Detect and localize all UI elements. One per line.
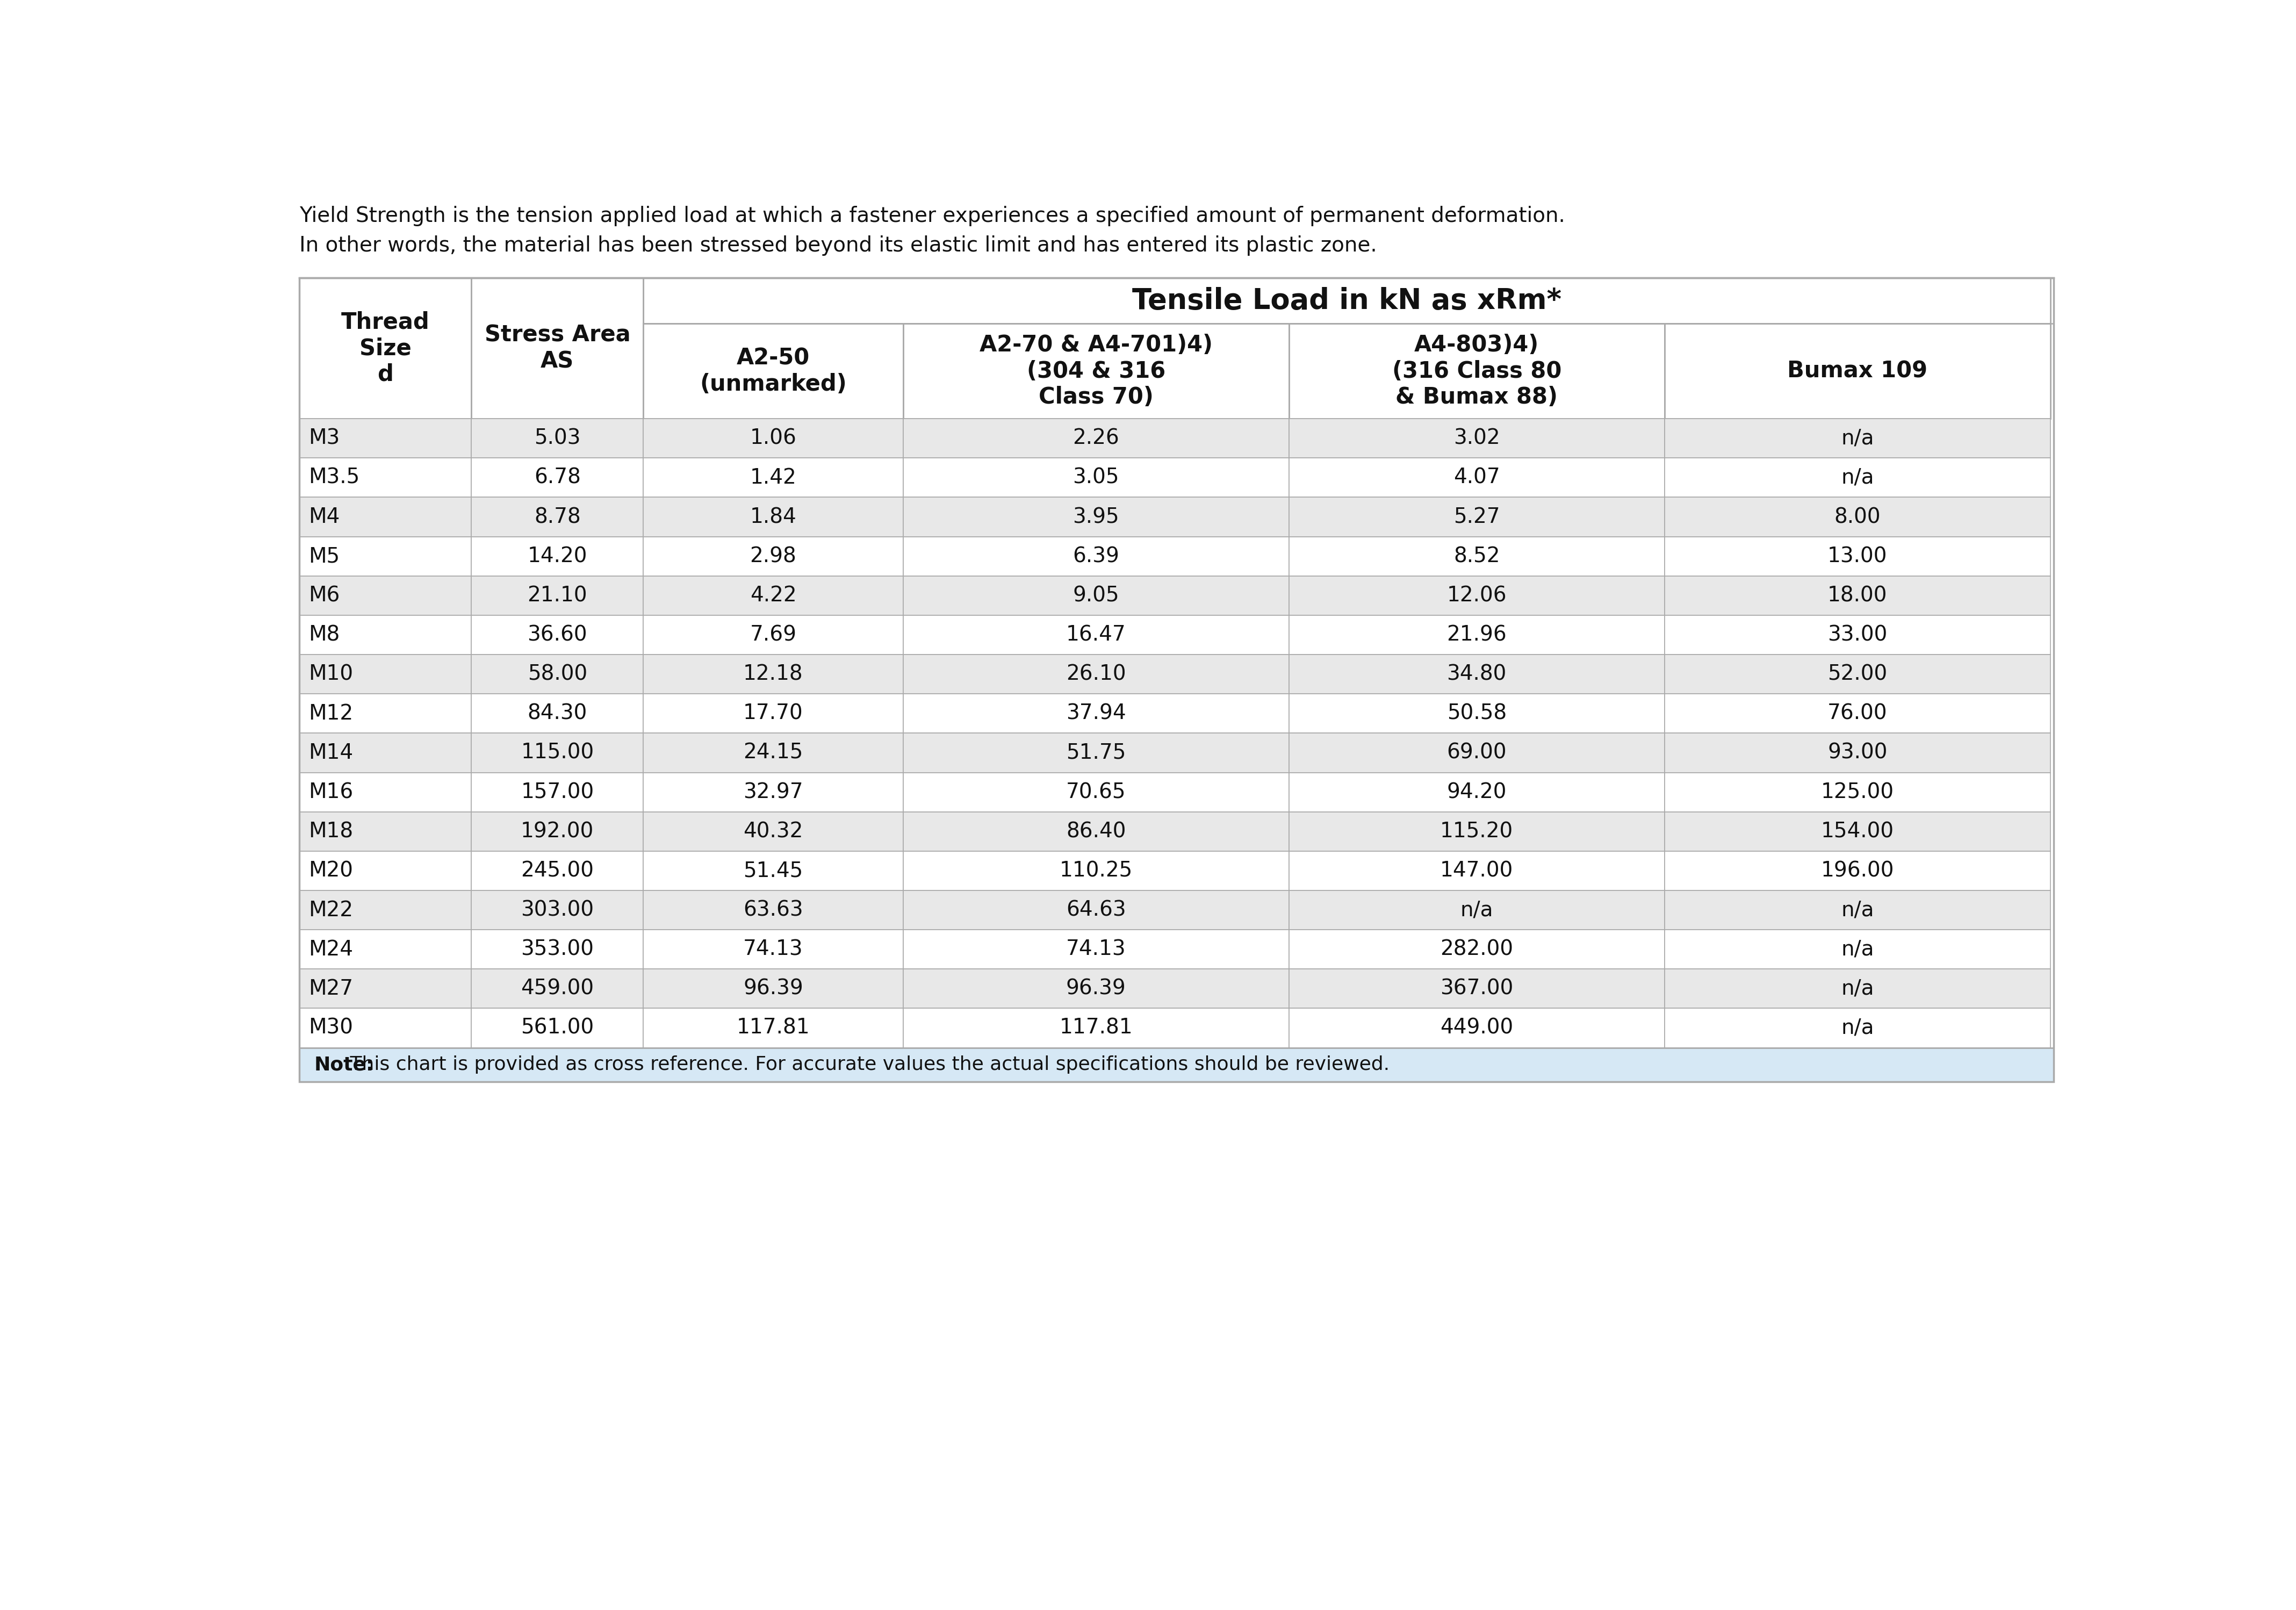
Text: 192.00: 192.00 <box>521 821 595 842</box>
Bar <box>643 929 902 969</box>
Bar <box>471 773 643 811</box>
Text: n/a: n/a <box>1841 1018 1874 1038</box>
Text: 86.40: 86.40 <box>1065 821 1125 842</box>
Text: 76.00: 76.00 <box>1828 704 1887 724</box>
Bar <box>902 457 1288 497</box>
Bar <box>298 497 471 536</box>
Bar <box>643 1008 902 1048</box>
Text: n/a: n/a <box>1841 979 1874 998</box>
Text: 96.39: 96.39 <box>1065 979 1125 998</box>
Bar <box>643 324 902 419</box>
Text: M18: M18 <box>308 821 354 842</box>
Text: 64.63: 64.63 <box>1065 900 1125 921</box>
Bar <box>1288 890 1665 929</box>
Bar <box>1665 969 2050 1008</box>
Bar <box>902 969 1288 1008</box>
Bar <box>902 324 1288 419</box>
Text: M30: M30 <box>308 1018 354 1038</box>
Text: 2.26: 2.26 <box>1072 428 1120 449</box>
Text: 32.97: 32.97 <box>744 782 804 802</box>
Text: This chart is provided as cross reference. For accurate values the actual specif: This chart is provided as cross referenc… <box>344 1056 1389 1074</box>
Text: 1.42: 1.42 <box>751 467 797 488</box>
Bar <box>1665 1008 2050 1048</box>
Text: Bumax 109: Bumax 109 <box>1786 361 1929 383</box>
Bar <box>902 576 1288 615</box>
Text: 26.10: 26.10 <box>1065 663 1125 684</box>
Text: Yield Strength is the tension applied load at which a fastener experiences a spe: Yield Strength is the tension applied lo… <box>298 206 1566 225</box>
Text: 12.06: 12.06 <box>1446 586 1506 605</box>
Bar <box>471 929 643 969</box>
Bar <box>471 890 643 929</box>
Bar <box>643 497 902 536</box>
Text: Note:: Note: <box>315 1056 374 1074</box>
Text: n/a: n/a <box>1841 939 1874 960</box>
Text: 34.80: 34.80 <box>1446 663 1506 684</box>
Bar <box>471 576 643 615</box>
Text: 33.00: 33.00 <box>1828 625 1887 646</box>
Bar <box>1288 694 1665 733</box>
Text: n/a: n/a <box>1460 900 1492 921</box>
Text: 58.00: 58.00 <box>528 663 588 684</box>
Bar <box>643 419 902 457</box>
Text: M3.5: M3.5 <box>308 467 360 488</box>
Bar <box>1665 811 2050 852</box>
Bar <box>298 419 471 457</box>
Text: 8.78: 8.78 <box>535 507 581 526</box>
Text: A2-70 & A4-701)4)
(304 & 316
Class 70): A2-70 & A4-701)4) (304 & 316 Class 70) <box>980 333 1212 409</box>
Text: In other words, the material has been stressed beyond its elastic limit and has : In other words, the material has been st… <box>298 235 1378 256</box>
Bar <box>643 811 902 852</box>
Text: M4: M4 <box>308 507 340 526</box>
Text: M16: M16 <box>308 782 354 802</box>
Bar <box>902 852 1288 890</box>
Bar <box>902 655 1288 694</box>
Text: 51.75: 51.75 <box>1065 742 1125 763</box>
Text: 21.96: 21.96 <box>1446 625 1506 646</box>
Bar <box>1665 497 2050 536</box>
Bar <box>902 1008 1288 1048</box>
Bar <box>298 576 471 615</box>
Text: 303.00: 303.00 <box>521 900 595 921</box>
Text: 93.00: 93.00 <box>1828 742 1887 763</box>
Text: 21.10: 21.10 <box>528 586 588 605</box>
Text: 5.27: 5.27 <box>1453 507 1499 526</box>
Text: 74.13: 74.13 <box>1065 939 1125 960</box>
Text: A2-50
(unmarked): A2-50 (unmarked) <box>700 346 847 396</box>
Text: 196.00: 196.00 <box>1821 861 1894 881</box>
Text: 147.00: 147.00 <box>1440 861 1513 881</box>
Bar <box>643 733 902 773</box>
Text: n/a: n/a <box>1841 467 1874 488</box>
Text: M5: M5 <box>308 546 340 567</box>
Text: M6: M6 <box>308 586 340 605</box>
Bar <box>1288 811 1665 852</box>
Text: 40.32: 40.32 <box>744 821 804 842</box>
Bar <box>298 615 471 655</box>
Text: M24: M24 <box>308 939 354 960</box>
Bar <box>471 969 643 1008</box>
Bar <box>643 694 902 733</box>
Bar <box>298 279 2055 1082</box>
Text: 449.00: 449.00 <box>1440 1018 1513 1038</box>
Text: M10: M10 <box>308 663 354 684</box>
Bar <box>902 929 1288 969</box>
Text: 1.06: 1.06 <box>751 428 797 449</box>
Bar <box>1288 324 1665 419</box>
Text: 4.07: 4.07 <box>1453 467 1499 488</box>
Bar <box>471 279 643 419</box>
Bar <box>471 852 643 890</box>
Text: M27: M27 <box>308 979 354 998</box>
Bar <box>298 733 471 773</box>
Text: 115.00: 115.00 <box>521 742 595 763</box>
Text: 125.00: 125.00 <box>1821 782 1894 802</box>
Bar <box>902 773 1288 811</box>
Text: 3.05: 3.05 <box>1072 467 1118 488</box>
Bar <box>1665 615 2050 655</box>
Text: 7.69: 7.69 <box>751 625 797 646</box>
Text: 282.00: 282.00 <box>1440 939 1513 960</box>
Text: 52.00: 52.00 <box>1828 663 1887 684</box>
Text: M22: M22 <box>308 900 354 921</box>
Bar <box>1665 457 2050 497</box>
Text: M12: M12 <box>308 704 354 724</box>
Text: 5.03: 5.03 <box>535 428 581 449</box>
Bar <box>298 1008 471 1048</box>
Bar <box>1665 536 2050 576</box>
